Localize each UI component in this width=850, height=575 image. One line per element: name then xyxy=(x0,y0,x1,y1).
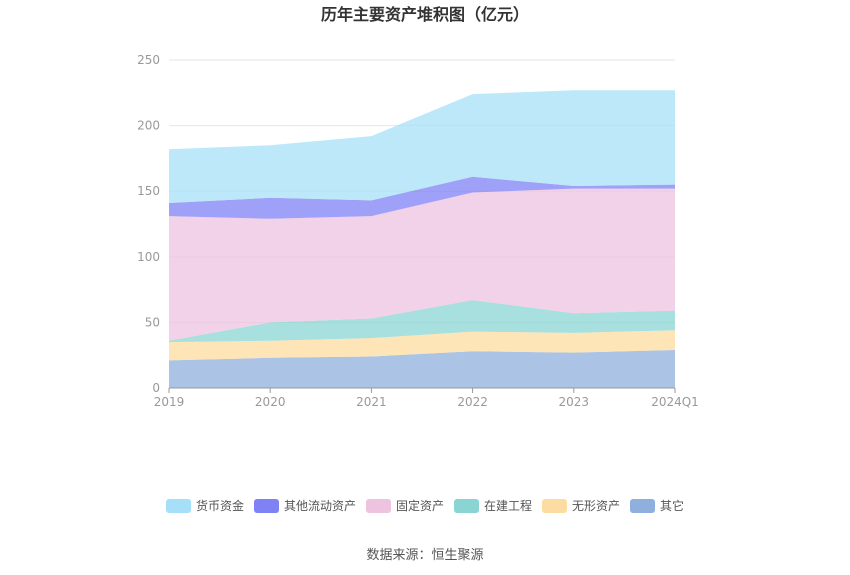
area-series-2[interactable] xyxy=(169,300,675,343)
x-tick-label: 2024Q1 xyxy=(651,395,699,409)
x-tick-label: 2020 xyxy=(255,395,286,409)
legend-label: 在建工程 xyxy=(484,498,532,513)
y-tick-label: 150 xyxy=(137,184,160,198)
y-tick-label: 200 xyxy=(137,119,160,133)
area-series-3[interactable] xyxy=(169,188,675,341)
legend-label: 货币资金 xyxy=(196,498,244,513)
legend-swatch xyxy=(630,499,655,513)
x-tick-label: 2022 xyxy=(457,395,488,409)
legend-item[interactable]: 在建工程 xyxy=(454,498,532,513)
legend-item[interactable]: 货币资金 xyxy=(166,498,244,513)
x-tick-label: 2019 xyxy=(154,395,185,409)
legend-label: 其他流动资产 xyxy=(284,499,356,513)
y-tick-label: 100 xyxy=(137,250,160,264)
legend-swatch xyxy=(366,499,391,513)
legend-swatch xyxy=(454,499,479,513)
legend-swatch xyxy=(542,499,567,513)
y-tick-label: 50 xyxy=(145,315,160,329)
area-layer xyxy=(169,90,675,388)
x-tick-label: 2023 xyxy=(559,395,590,409)
legend-label: 无形资产 xyxy=(572,499,620,513)
y-tick-label: 250 xyxy=(137,53,160,67)
chart-title: 历年主要资产堆积图（亿元） xyxy=(321,5,529,24)
y-tick-label: 0 xyxy=(152,381,160,395)
legend-label: 固定资产 xyxy=(396,498,444,513)
area-series-1[interactable] xyxy=(169,330,675,361)
axis-layer: 0 50 100 150 200 250 2019 2020 2021 2022 2023 2024Q… xyxy=(137,53,699,409)
data-source: 数据来源：恒生聚源 xyxy=(366,548,483,563)
area-series-4[interactable] xyxy=(169,176,675,219)
legend-item[interactable]: 其它 xyxy=(630,498,684,513)
legend-item[interactable]: 固定资产 xyxy=(366,498,444,513)
x-tick-label: 2021 xyxy=(356,395,387,409)
legend-item[interactable]: 无形资产 xyxy=(542,499,620,513)
legend-swatch xyxy=(166,499,191,513)
legend[interactable]: 货币资金 其他流动资产 固定资产 在建工程 无形资产 其它 xyxy=(166,498,684,513)
legend-item[interactable]: 其他流动资产 xyxy=(254,499,356,513)
area-series-5[interactable] xyxy=(169,90,675,203)
legend-swatch xyxy=(254,499,279,513)
legend-label: 其它 xyxy=(660,498,684,513)
area-series-0[interactable] xyxy=(169,350,675,388)
